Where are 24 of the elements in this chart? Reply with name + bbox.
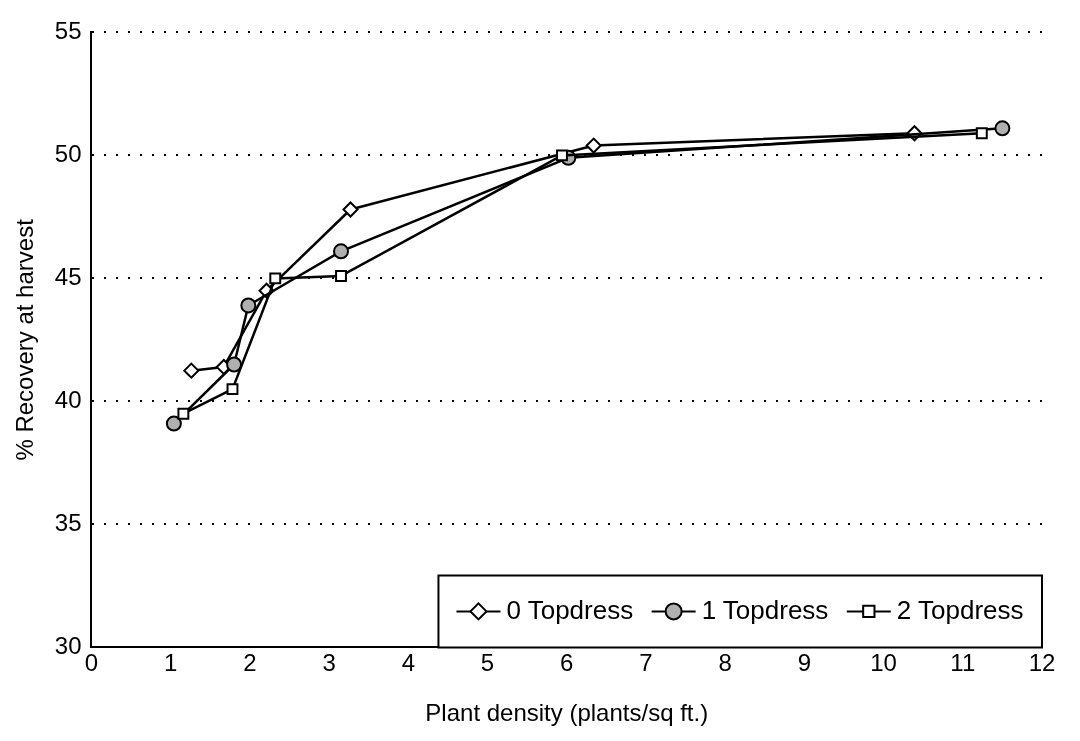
x-tick-label: 0 <box>84 649 99 677</box>
legend-label: 1 Topdress <box>701 594 829 625</box>
y-tick-label: 45 <box>54 263 82 291</box>
x-tick-label: 1 <box>164 649 178 677</box>
y-tick-label: 55 <box>54 17 82 45</box>
x-tick-label: 7 <box>639 649 653 677</box>
y-tick-label: 30 <box>54 632 82 660</box>
legend-label: 0 Topdress <box>506 594 634 625</box>
y-tick-label: 50 <box>54 140 82 168</box>
y-axis-title: % Recovery at harvest <box>11 218 39 461</box>
x-tick-label: 8 <box>718 649 732 677</box>
x-tick-label: 2 <box>243 649 257 677</box>
x-tick-label: 4 <box>401 649 416 677</box>
y-tick-label: 40 <box>54 386 82 414</box>
x-tick-label: 11 <box>950 649 976 677</box>
x-axis-title: Plant density (plants/sq ft.) <box>425 699 709 727</box>
y-tick-label: 35 <box>54 509 82 537</box>
x-tick-label: 10 <box>870 649 897 677</box>
x-tick-label: 12 <box>1028 649 1056 677</box>
x-tick-label: 3 <box>322 649 336 677</box>
x-tick-label: 5 <box>480 649 495 677</box>
legend-label: 2 Topdress <box>896 594 1024 625</box>
x-tick-label: 6 <box>560 649 574 677</box>
x-tick-label: 9 <box>797 649 812 677</box>
